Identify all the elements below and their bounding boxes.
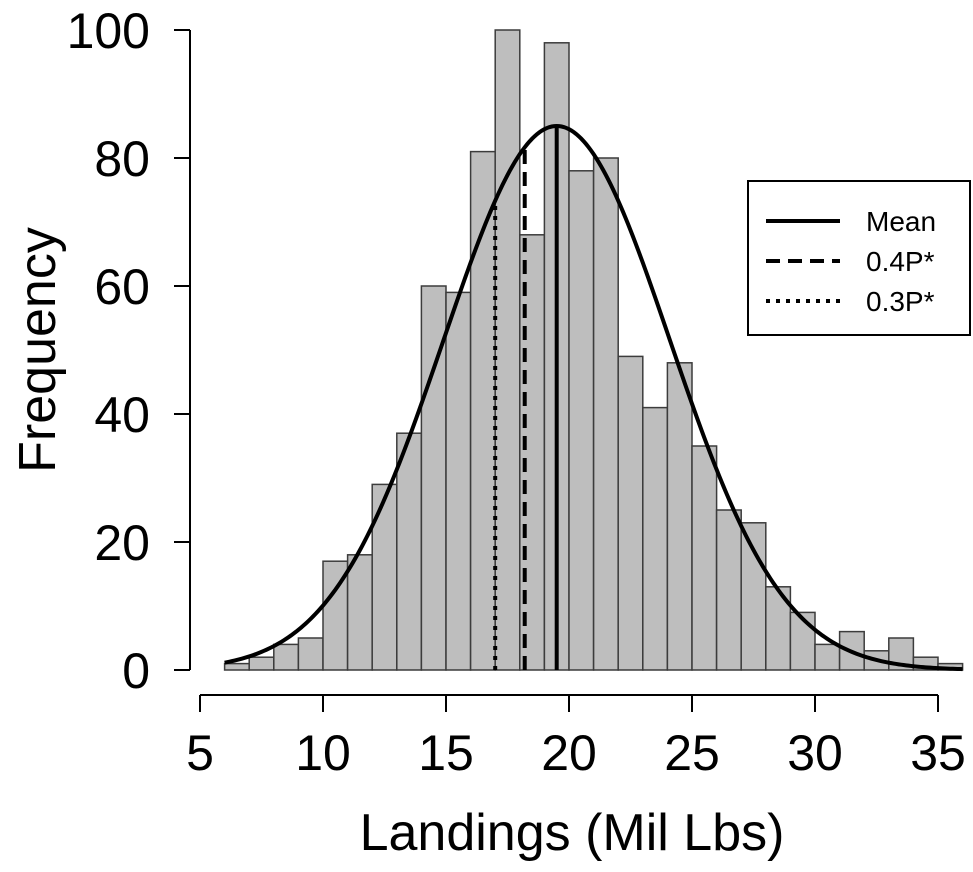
x-axis: 5 10 15 20 25 30 35 [186,694,966,781]
x-tick-label: 20 [541,725,597,781]
histogram-bar [248,656,275,671]
histogram-bar [715,509,742,671]
histogram-bar [617,355,644,671]
x-tick-label: 15 [418,725,474,781]
y-tick-label: 20 [94,515,150,571]
histogram-bar [273,643,300,671]
legend-label: 0.4P* [866,246,935,277]
y-tick-label: 100 [67,3,150,59]
x-tick-label: 5 [186,725,214,781]
histogram-bar [789,611,816,671]
legend-box [747,180,971,336]
histogram-bar [814,643,841,671]
legend: Mean 0.4P* 0.3P* [747,180,971,336]
y-axis-label: Frequency [9,227,67,473]
histogram-bars [223,29,964,671]
histogram-bar [371,483,398,671]
histogram-bar [494,29,521,671]
histogram-bar [642,406,669,671]
y-tick-label: 40 [94,387,150,443]
y-tick-label: 0 [122,643,150,699]
y-tick-label: 60 [94,259,150,315]
x-axis-label: Landings (Mil Lbs) [360,804,785,862]
histogram-bar [346,554,373,671]
histogram-bar [223,662,250,671]
histogram-bar [396,432,423,671]
histogram-bar [519,234,546,671]
legend-label: 0.3P* [866,286,935,317]
x-tick-label: 30 [787,725,843,781]
histogram-bar [740,522,767,671]
histogram-bar [568,170,595,671]
y-axis: 0 20 40 60 80 100 [67,3,191,699]
x-tick-label: 25 [664,725,720,781]
legend-label: Mean [866,206,936,237]
x-tick-label: 10 [295,725,351,781]
histogram-bar [666,362,693,671]
reference-lines [493,126,559,670]
histogram-bar [691,445,718,671]
histogram-bar [592,157,619,671]
y-tick-label: 80 [94,131,150,187]
histogram-bar [445,291,472,671]
normal-curve [224,123,963,672]
histogram-bar [469,150,496,671]
histogram-bar [297,637,324,671]
x-tick-label: 35 [910,725,966,781]
